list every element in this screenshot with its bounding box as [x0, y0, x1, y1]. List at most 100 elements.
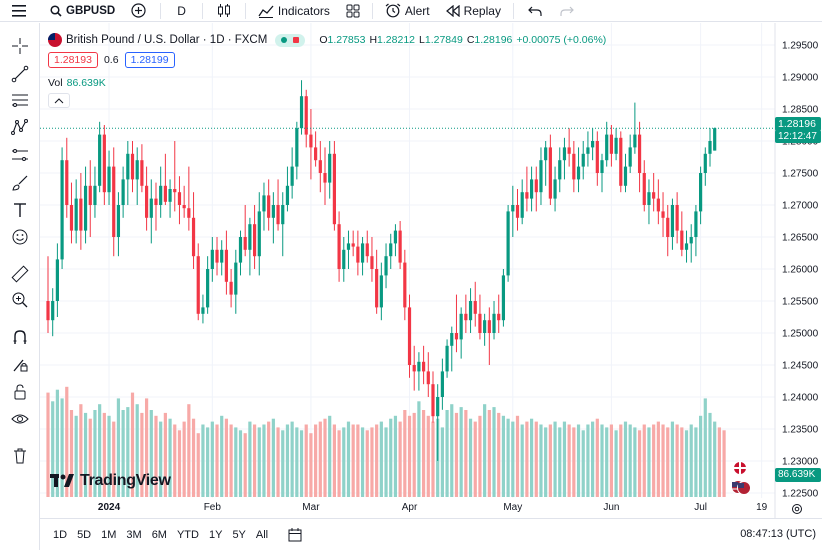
range-button-1m[interactable]: 1M: [101, 528, 117, 541]
close-value: 1.28196: [474, 34, 513, 46]
price-axis[interactable]: 1.295001.290001.285001.280001.275001.270…: [782, 41, 819, 500]
volume-bar: [511, 421, 515, 497]
range-button-ytd[interactable]: YTD: [176, 528, 199, 541]
candle-body: [93, 185, 97, 205]
candle-body: [520, 192, 524, 218]
candle: [328, 141, 332, 199]
candle: [661, 192, 665, 237]
candle: [478, 294, 482, 340]
emoji-tool[interactable]: [9, 226, 31, 248]
remove-drawings[interactable]: [9, 445, 31, 467]
text-tool[interactable]: [9, 199, 31, 221]
candle-body: [187, 208, 191, 218]
candle: [628, 134, 632, 173]
redo-button[interactable]: [552, 0, 582, 22]
symbol-search-button[interactable]: GBPUSD: [36, 0, 121, 22]
candle-body: [69, 205, 74, 231]
volume-bar: [88, 418, 92, 497]
eye-icon: [11, 414, 29, 424]
symbol-legend[interactable]: British Pound / U.S. Dollar · 1D · FXCM …: [48, 33, 610, 47]
range-button-1y[interactable]: 1Y: [208, 528, 223, 541]
candle-body: [511, 205, 515, 212]
candle: [285, 166, 290, 212]
utc-clock[interactable]: 08:47:13 (UTC): [740, 528, 816, 540]
menu-button[interactable]: [0, 0, 36, 22]
interval-button[interactable]: D: [165, 0, 198, 22]
candle: [257, 192, 261, 276]
trend-line-tool[interactable]: [9, 63, 31, 85]
candle-body: [614, 137, 618, 154]
candle-body: [459, 313, 463, 340]
range-button-all[interactable]: All: [255, 528, 269, 541]
chart-type-button[interactable]: [207, 0, 241, 22]
candle: [262, 182, 266, 231]
compare-symbol-button[interactable]: [121, 0, 156, 22]
volume-bar: [173, 424, 177, 497]
candle: [126, 141, 130, 205]
volume-bar: [79, 404, 83, 497]
spread-value: 0.6: [103, 54, 119, 66]
alert-button[interactable]: Alert: [377, 0, 438, 22]
candle: [83, 166, 88, 244]
volume-bar: [116, 398, 121, 497]
range-button-3m[interactable]: 3M: [126, 528, 142, 541]
zoom-tool[interactable]: [9, 289, 31, 311]
volume-bar: [379, 421, 383, 497]
volume-bar: [276, 427, 280, 497]
magnet-tool[interactable]: [9, 326, 31, 348]
volume-label: Vol: [48, 77, 63, 89]
hide-drawings[interactable]: [9, 408, 31, 430]
layouts-button[interactable]: [338, 0, 368, 22]
sell-price-button[interactable]: 1.28193: [48, 52, 98, 68]
economic-events-markers[interactable]: [726, 460, 754, 496]
pattern-tool[interactable]: [9, 116, 31, 138]
range-button-5d[interactable]: 5D: [77, 528, 92, 541]
range-button-6m[interactable]: 6M: [151, 528, 167, 541]
volume-bar: [713, 421, 717, 497]
buy-price-button[interactable]: 1.28199: [124, 52, 175, 68]
candle-body: [670, 205, 675, 237]
stay-in-drawing-mode[interactable]: [9, 354, 31, 376]
chart-settings-gear-icon[interactable]: [790, 502, 804, 516]
forecast-tool[interactable]: [9, 144, 31, 166]
candle: [98, 121, 102, 193]
measure-tool[interactable]: [9, 263, 31, 285]
range-button-5y[interactable]: 5Y: [232, 528, 246, 541]
candle: [492, 301, 496, 340]
volume-bar: [314, 424, 318, 497]
lock-drawings[interactable]: [9, 381, 31, 403]
brush-tool[interactable]: [9, 172, 31, 194]
hamburger-icon: [12, 4, 26, 17]
volume-legend[interactable]: Vol 86.639K: [48, 77, 106, 89]
candle-body: [619, 137, 623, 186]
calendar-icon[interactable]: [287, 527, 303, 543]
candle: [558, 147, 562, 193]
candle-body: [83, 185, 88, 231]
candle-body: [567, 147, 571, 154]
time-axis[interactable]: 2024 Feb Mar Apr May Jun Jul 19: [98, 502, 768, 513]
undo-button[interactable]: [518, 0, 552, 22]
fib-retracement-tool[interactable]: [9, 89, 31, 111]
price-chart[interactable]: 1.295001.290001.285001.280001.275001.270…: [40, 23, 822, 518]
indicators-button[interactable]: Indicators: [250, 0, 338, 22]
collapse-legend-button[interactable]: [48, 93, 70, 108]
candle: [356, 230, 360, 276]
market-status-indicator[interactable]: [275, 33, 306, 47]
crosshair-tool[interactable]: [9, 35, 31, 57]
tradingview-watermark[interactable]: TradingView: [50, 472, 171, 490]
candle: [670, 198, 675, 250]
toolbar-divider: [160, 2, 162, 19]
ohlc-values: O1.27853 H1.28212 L1.27849 C1.28196 +0.00075…: [319, 34, 607, 46]
volume-bar: [572, 427, 576, 497]
candle-body: [126, 153, 130, 180]
candle-body: [525, 192, 529, 199]
volume-bar: [107, 415, 111, 497]
candle-body: [196, 256, 200, 314]
volume-bar: [337, 430, 341, 497]
candle: [506, 205, 510, 282]
candle-body: [375, 269, 379, 308]
range-button-1d[interactable]: 1D: [53, 528, 68, 541]
candle-body: [323, 173, 327, 183]
candle: [553, 166, 557, 212]
replay-button[interactable]: Replay: [438, 0, 509, 22]
